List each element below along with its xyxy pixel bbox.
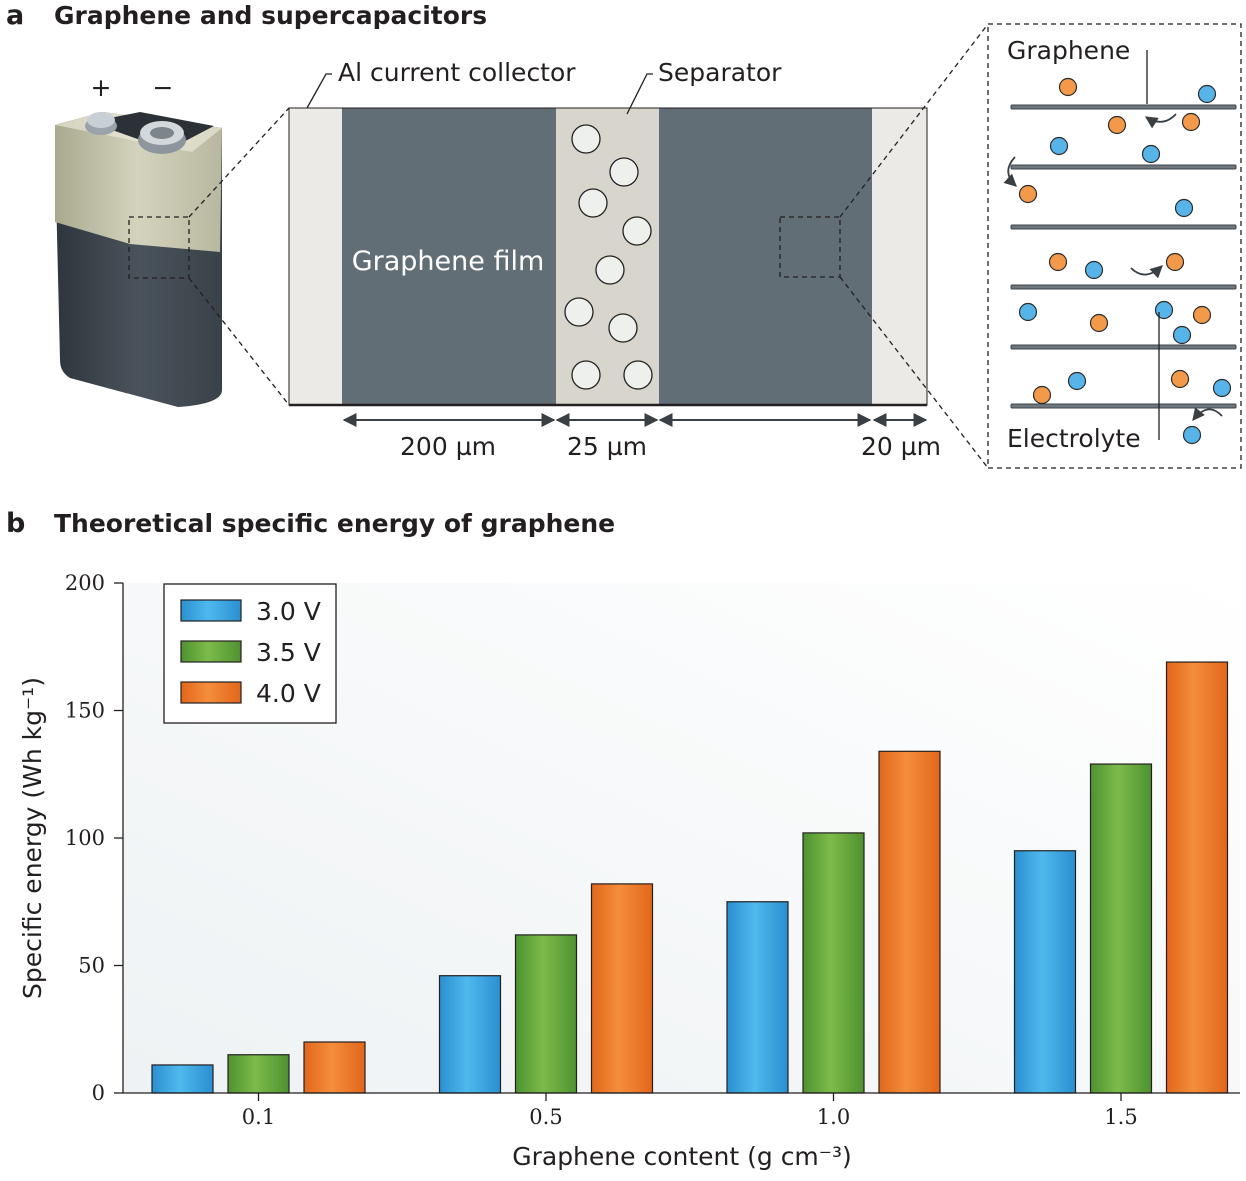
left-current-collector xyxy=(289,108,342,405)
bar-1.0-4-0-V xyxy=(878,750,941,1094)
graphene-sheets xyxy=(1010,104,1237,409)
orange-ions xyxy=(1018,77,1212,405)
bars-group xyxy=(151,661,1229,1094)
y-tick-label: 50 xyxy=(78,954,105,978)
x-tick-label: 0.1 xyxy=(242,1105,275,1129)
legend-label: 4.0 V xyxy=(256,679,321,708)
bar-1.0-3-0-V xyxy=(726,901,789,1094)
x-tick-label: 0.5 xyxy=(529,1105,562,1129)
legend-swatch xyxy=(180,599,242,622)
y-tick-label: 100 xyxy=(65,826,105,850)
bar-0.5-3-0-V xyxy=(438,975,502,1094)
collector-label: Al current collector xyxy=(338,58,576,87)
ion-motion-arrows xyxy=(1003,113,1223,421)
electrolyte-label: Electrolyte xyxy=(1007,424,1141,453)
bar-1.5-4-0-V xyxy=(1165,661,1229,1094)
bar-0.5-4-0-V xyxy=(590,883,654,1094)
legend-swatch xyxy=(180,640,242,663)
battery-illustration: + − xyxy=(55,73,290,407)
panel-b-letter: b xyxy=(6,508,25,539)
y-tick-label: 150 xyxy=(65,699,105,723)
panel-a-title: Graphene and supercapacitors xyxy=(54,1,487,30)
bar-1.5-3-5-V xyxy=(1089,763,1153,1094)
cell-cross-section: Graphene film Al current collector Separ… xyxy=(288,23,989,469)
graphene-label: Graphene xyxy=(1007,36,1130,65)
y-tick-label: 200 xyxy=(65,571,105,595)
x-axis-title: Graphene content (g cm⁻³) xyxy=(512,1142,852,1171)
right-graphene-film xyxy=(659,108,872,405)
right-current-collector xyxy=(872,108,927,405)
graphene-zoom-view: Graphene Electrolyte xyxy=(987,23,1242,469)
legend-label: 3.5 V xyxy=(256,638,321,667)
x-tick-label: 1.5 xyxy=(1104,1105,1137,1129)
separator-dimension-label: 25 µm xyxy=(567,432,647,461)
legend-label: 3.0 V xyxy=(256,597,321,626)
bar-0.1-4-0-V xyxy=(303,1041,366,1094)
bar-0.5-3-5-V xyxy=(514,934,578,1094)
legend: 3.0 V 3.5 V 4.0 V xyxy=(163,583,337,724)
bar-1.0-3-5-V xyxy=(802,832,865,1094)
battery-minus-sign: − xyxy=(153,73,174,102)
battery-plus-sign: + xyxy=(91,73,112,102)
y-tick-label: 0 xyxy=(92,1081,105,1105)
bar-chart: 0 50 100 150 200 0.1 0.5 1.0 1.5 Graphene conte… xyxy=(18,571,1240,1171)
bar-1.5-3-0-V xyxy=(1013,850,1077,1094)
separator-pores xyxy=(564,124,653,390)
blue-ions xyxy=(1018,84,1232,445)
y-ticks-group: 0 50 100 150 200 xyxy=(65,571,123,1105)
x-tick-label: 1.0 xyxy=(817,1105,850,1129)
graphene-film-label: Graphene film xyxy=(352,246,545,277)
film-dimension-label: 200 µm xyxy=(400,432,496,461)
x-ticks-group: 0.1 0.5 1.0 1.5 xyxy=(242,1093,1138,1129)
panel-a-letter: a xyxy=(6,0,24,31)
panel-b-title: Theoretical specific energy of graphene xyxy=(54,509,615,538)
separator-label: Separator xyxy=(658,58,782,87)
legend-swatch xyxy=(180,681,242,704)
bar-0.1-3-5-V xyxy=(227,1054,290,1094)
y-axis-title: Specific energy (Wh kg⁻¹) xyxy=(18,677,47,999)
left-graphene-film xyxy=(342,108,556,405)
collector-dimension-label: 20 µm xyxy=(861,432,941,461)
bar-0.1-3-0-V xyxy=(151,1064,214,1094)
